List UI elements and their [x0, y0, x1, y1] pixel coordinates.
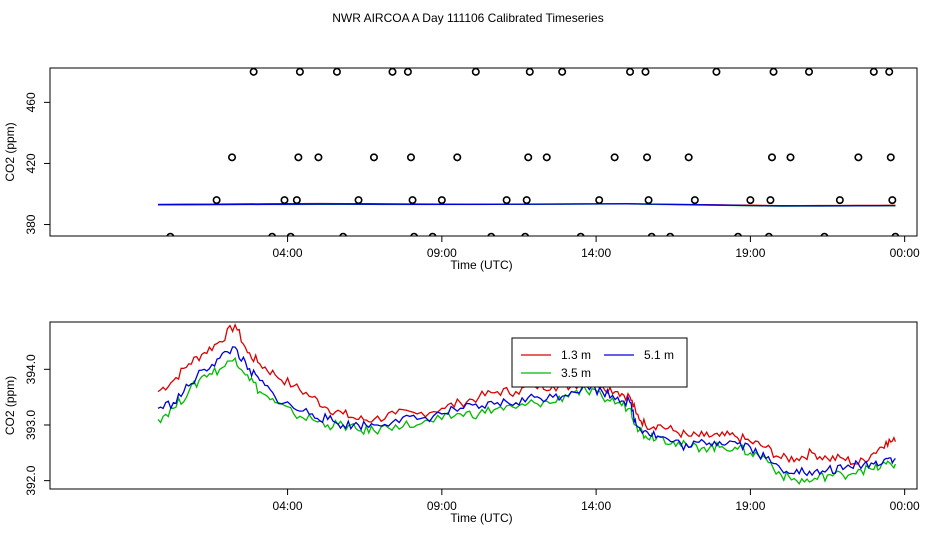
- data-point: [805, 68, 814, 76]
- data-point: [294, 153, 303, 162]
- chart-title: NWR AIRCOA A Day 111106 Calibrated Times…: [332, 11, 603, 25]
- data-point: [854, 153, 863, 162]
- data-point: [292, 196, 301, 205]
- data-point: [869, 68, 878, 76]
- legend-box: [511, 337, 688, 388]
- x-tick-label: 14:00: [581, 246, 611, 260]
- data-point: [764, 232, 773, 236]
- x-tick-label: 19:00: [735, 246, 765, 260]
- data-point: [595, 196, 604, 205]
- data-point: [786, 153, 795, 162]
- plot-area: [157, 68, 900, 236]
- data-point: [576, 232, 585, 236]
- data-point: [280, 196, 289, 205]
- data-point: [542, 153, 551, 162]
- data-point: [641, 68, 650, 76]
- data-point: [388, 68, 397, 76]
- plot-frame: [49, 67, 918, 237]
- data-point: [888, 196, 897, 205]
- data-point: [734, 232, 742, 236]
- data-point: [502, 196, 511, 205]
- data-point: [410, 232, 419, 236]
- x-tick-label: 00:00: [890, 246, 920, 260]
- y-axis-label: CO2 (ppm): [3, 376, 17, 435]
- data-point: [886, 153, 895, 162]
- x-axis-label: Time (UTC): [450, 258, 512, 272]
- data-point: [339, 232, 348, 236]
- y-tick-label: 460: [24, 92, 38, 112]
- data-point: [820, 232, 829, 236]
- data-point: [522, 196, 531, 205]
- data-point: [408, 196, 417, 205]
- data-point: [666, 232, 675, 236]
- x-axis-label: Time (UTC): [450, 511, 512, 525]
- data-point: [487, 232, 496, 236]
- data-point: [406, 153, 415, 162]
- data-point: [684, 153, 693, 162]
- data-point: [212, 196, 221, 205]
- data-point: [403, 68, 412, 76]
- data-point: [286, 232, 295, 236]
- x-tick-label: 09:00: [427, 246, 457, 260]
- data-point: [228, 153, 237, 162]
- data-point: [332, 68, 341, 76]
- x-tick-label: 09:00: [427, 499, 457, 513]
- series-line-5-1-m: [157, 346, 896, 477]
- y-tick-label: 380: [24, 214, 38, 234]
- legend-label: 5.1 m: [644, 348, 674, 362]
- x-tick-label: 04:00: [273, 246, 303, 260]
- data-point: [249, 68, 258, 76]
- top-panel: 04:00 09:00 14:00 19:00 00:00 380 420 460 Time (…: [3, 67, 920, 272]
- data-point: [690, 196, 699, 205]
- data-point: [471, 68, 480, 76]
- data-point: [354, 196, 363, 205]
- data-point: [767, 153, 776, 162]
- data-point: [647, 232, 656, 236]
- plot-frame: [49, 321, 918, 490]
- data-point: [610, 153, 619, 162]
- x-tick-label: 00:00: [890, 499, 920, 513]
- x-tick-label: 14:00: [581, 499, 611, 513]
- y-tick-label: 394.0: [24, 354, 38, 384]
- data-point: [891, 232, 900, 236]
- y-tick-label: 420: [24, 153, 38, 173]
- y-axis-label: CO2 (ppm): [3, 122, 17, 181]
- x-tick-label: 04:00: [273, 499, 303, 513]
- y-tick-label: 393.0: [24, 410, 38, 440]
- data-point: [428, 232, 437, 236]
- data-point: [295, 68, 304, 76]
- data-point: [166, 232, 175, 236]
- data-point: [644, 196, 653, 205]
- data-point: [314, 153, 323, 162]
- data-point: [525, 68, 534, 76]
- data-point: [835, 196, 844, 205]
- legend-label: 1.3 m: [561, 348, 591, 362]
- bottom-panel: 04:00 09:00 14:00 19:00 00:00 392.0 393.0 394.0…: [3, 321, 920, 525]
- data-point: [626, 68, 635, 76]
- data-point: [885, 68, 894, 76]
- data-point: [766, 196, 775, 205]
- data-point: [521, 232, 530, 236]
- series-line-3-5-m: [157, 356, 897, 485]
- data-point: [643, 153, 652, 162]
- data-point: [369, 153, 378, 162]
- series-line-5-1-m: [157, 203, 896, 207]
- data-point: [712, 68, 721, 76]
- x-tick-label: 19:00: [735, 499, 765, 513]
- data-point: [746, 196, 755, 205]
- legend-label: 3.5 m: [561, 366, 591, 380]
- data-point: [769, 68, 778, 76]
- data-point: [558, 68, 567, 76]
- data-point: [524, 153, 533, 162]
- legend: 1.3 m 5.1 m 3.5 m: [511, 337, 688, 388]
- data-point: [453, 153, 462, 162]
- y-tick-label: 392.0: [24, 465, 38, 495]
- data-point: [437, 196, 446, 205]
- data-point: [268, 232, 277, 236]
